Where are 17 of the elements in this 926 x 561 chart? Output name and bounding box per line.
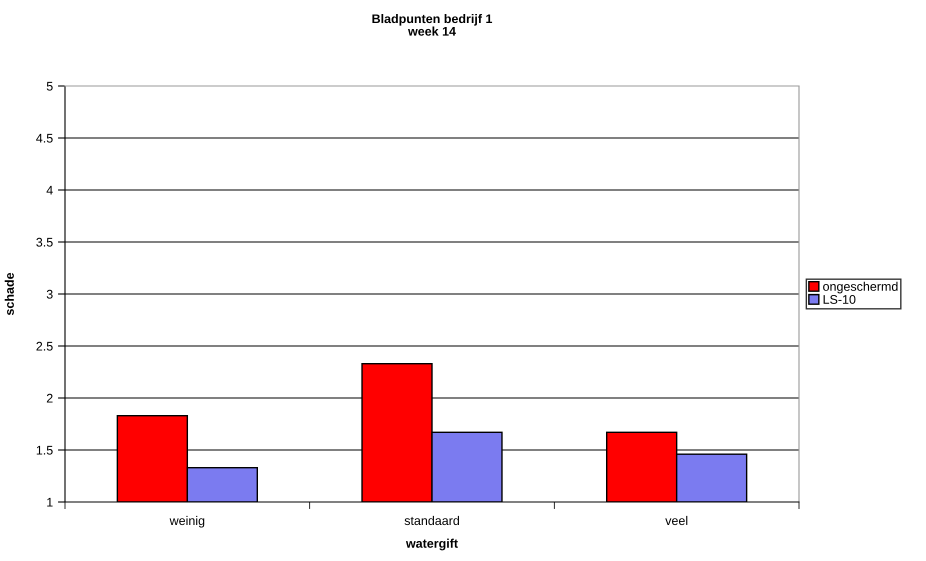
y-tick-label: 2 (46, 394, 53, 403)
legend-label: LS-10 (824, 295, 856, 304)
y-tick-label: 1 (47, 498, 53, 507)
x-axis-title: watergift (406, 538, 458, 550)
y-tick-label: 3 (46, 290, 53, 299)
y-tick-label: 1.5 (36, 446, 53, 455)
x-tick-label: weinig (170, 516, 204, 528)
y-tick-label: 5 (46, 82, 53, 91)
chart-title: Bladpunten bedrijf 1 week 14 (372, 14, 492, 36)
x-tick-label: veel (665, 516, 688, 526)
y-tick-label: 4 (46, 186, 53, 195)
y-tick-label: 2.5 (36, 342, 53, 351)
legend-label: ongeschermd (823, 282, 898, 294)
y-axis-title: schade (4, 272, 14, 316)
y-tick-label: 3.5 (36, 238, 53, 247)
y-tick-label: 4.5 (36, 134, 53, 143)
x-tick-label: standaard (404, 516, 459, 526)
